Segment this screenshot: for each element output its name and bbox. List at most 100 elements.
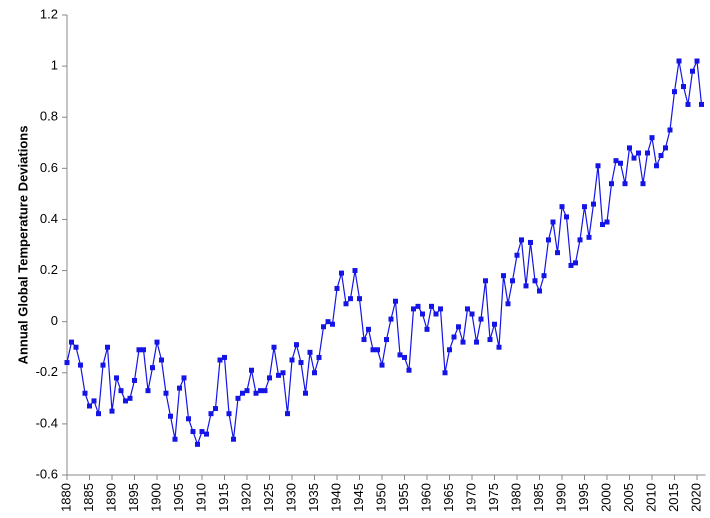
- point-marker: [172, 436, 178, 442]
- point-marker: [384, 337, 389, 343]
- point-marker: [685, 101, 691, 107]
- point-marker: [568, 262, 574, 268]
- y-tick-label: -0.4: [36, 415, 58, 430]
- point-marker: [496, 344, 502, 350]
- point-marker: [559, 204, 565, 210]
- point-marker: [604, 219, 610, 225]
- point-marker: [577, 237, 583, 243]
- point-marker: [339, 270, 344, 276]
- point-marker: [285, 411, 290, 417]
- point-marker: [280, 370, 286, 376]
- point-marker: [96, 411, 101, 417]
- point-marker: [78, 362, 83, 368]
- point-marker: [343, 301, 349, 307]
- point-marker: [348, 296, 353, 302]
- point-marker: [208, 411, 214, 417]
- point-marker: [586, 234, 592, 240]
- point-marker: [87, 403, 92, 409]
- point-marker: [573, 260, 578, 266]
- x-tick-label: 1905: [171, 483, 186, 512]
- y-axis-label: Annual Global Temperature Deviations: [15, 126, 30, 365]
- x-tick-label: 1890: [103, 483, 118, 512]
- point-marker: [442, 370, 448, 376]
- x-tick-label: 1945: [351, 483, 366, 512]
- point-marker: [505, 301, 511, 307]
- point-marker: [69, 339, 74, 345]
- point-marker: [73, 344, 79, 350]
- point-marker: [672, 89, 677, 95]
- point-marker: [109, 408, 115, 414]
- point-marker: [132, 377, 137, 383]
- point-marker: [429, 303, 434, 309]
- point-marker: [91, 398, 97, 404]
- point-marker: [195, 441, 200, 447]
- point-marker: [523, 283, 529, 289]
- point-marker: [190, 429, 196, 435]
- point-marker: [510, 278, 515, 284]
- point-marker: [690, 68, 695, 74]
- x-tick-label: 1885: [81, 483, 96, 512]
- x-tick-label: 1975: [486, 483, 501, 512]
- point-marker: [289, 357, 295, 363]
- point-marker: [303, 390, 308, 396]
- point-marker: [469, 311, 475, 317]
- point-marker: [465, 306, 470, 312]
- point-marker: [613, 158, 619, 164]
- x-tick-label: 1940: [328, 483, 343, 512]
- point-marker: [249, 367, 254, 373]
- point-marker: [186, 416, 191, 422]
- point-marker: [262, 388, 268, 394]
- point-marker: [312, 370, 317, 376]
- x-tick-label: 1895: [126, 483, 141, 512]
- x-tick-label: 1935: [306, 483, 321, 512]
- point-marker: [627, 145, 632, 151]
- point-marker: [352, 268, 358, 274]
- x-tick-label: 2010: [643, 483, 658, 512]
- x-tick-label: 1950: [373, 483, 388, 512]
- point-marker: [325, 319, 331, 325]
- point-marker: [127, 395, 133, 401]
- point-marker: [667, 127, 673, 133]
- point-marker: [492, 321, 497, 327]
- point-marker: [213, 406, 218, 412]
- point-marker: [555, 250, 560, 256]
- point-marker: [375, 347, 380, 353]
- point-marker: [226, 411, 232, 417]
- point-marker: [150, 365, 155, 371]
- point-marker: [541, 273, 547, 279]
- point-marker: [177, 385, 182, 391]
- point-marker: [487, 337, 493, 343]
- point-marker: [366, 326, 371, 332]
- point-marker: [591, 201, 596, 207]
- point-marker: [654, 163, 659, 169]
- point-marker: [460, 339, 466, 345]
- x-tick-label: 1920: [238, 483, 253, 512]
- point-marker: [438, 306, 443, 312]
- y-tick-label: 0.8: [40, 109, 58, 124]
- point-marker: [546, 237, 551, 243]
- y-tick-label: -0.2: [36, 364, 58, 379]
- point-marker: [483, 278, 488, 284]
- point-marker: [519, 237, 524, 243]
- point-marker: [676, 58, 682, 64]
- x-tick-label: 2000: [598, 483, 613, 512]
- point-marker: [82, 390, 88, 396]
- point-marker: [631, 155, 637, 161]
- point-marker: [114, 375, 119, 381]
- point-marker: [217, 357, 223, 363]
- point-marker: [276, 372, 281, 378]
- point-marker: [415, 303, 421, 309]
- point-marker: [141, 347, 146, 353]
- point-marker: [420, 311, 425, 317]
- x-tick-label: 1915: [216, 483, 231, 512]
- point-marker: [402, 354, 407, 360]
- point-marker: [636, 150, 641, 156]
- point-marker: [145, 388, 151, 394]
- x-tick-label: 1995: [576, 483, 591, 512]
- point-marker: [231, 436, 236, 442]
- point-marker: [235, 395, 241, 401]
- x-tick-label: 1990: [553, 483, 568, 512]
- point-marker: [379, 362, 385, 368]
- point-marker: [271, 344, 277, 350]
- point-marker: [537, 288, 542, 294]
